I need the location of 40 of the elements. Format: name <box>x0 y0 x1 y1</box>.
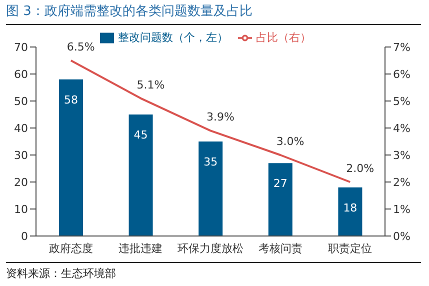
y2-tick-label: 3% <box>393 148 410 162</box>
x-tick-label: 违批违建 <box>118 242 163 255</box>
bar <box>198 142 223 236</box>
y2-tick-label: 7% <box>393 40 410 54</box>
bar <box>338 187 362 236</box>
data-label: 45 <box>134 128 148 142</box>
bar <box>128 114 153 236</box>
text: 资料来源：生态环境部 <box>6 266 116 281</box>
y-tick-label: 70 <box>14 40 28 54</box>
data-label: 27 <box>273 177 288 190</box>
y-tick-label: 40 <box>14 122 28 135</box>
x-tick-label: 环保力度放松 <box>178 242 244 255</box>
y-tick-label: 60 <box>14 68 28 81</box>
data-label: 58 <box>64 93 78 106</box>
data-label: 3.0% <box>276 135 304 148</box>
bar <box>268 163 292 236</box>
y2-tick-label: 6% <box>393 68 410 81</box>
y2-tick-label: 5% <box>393 94 410 108</box>
data-label: 6.5% <box>66 40 95 54</box>
bar <box>59 79 83 236</box>
y2-tick-label: 4% <box>393 122 410 135</box>
legend-label: 整改问题数（个，左） <box>118 31 228 44</box>
data-label: 3.9% <box>206 110 234 124</box>
y-tick-label: 30 <box>14 148 28 162</box>
data-label: 35 <box>204 156 218 168</box>
y-tick-label: 50 <box>14 94 28 108</box>
x-tick-label: 政府态度 <box>48 242 93 255</box>
data-label: 5.1% <box>136 78 165 92</box>
y2-tick-label: 0% <box>393 230 410 243</box>
data-label: 18 <box>343 201 358 214</box>
y2-tick-label: 2% <box>393 176 410 189</box>
y-tick-label: 0 <box>21 230 28 243</box>
chart-title: 图 3：政府端需整改的各类问题数量及占比 <box>6 3 252 20</box>
legend-label: 占比（右） <box>256 31 311 44</box>
y-tick-label: 20 <box>14 176 28 189</box>
x-tick-label: 职责定位 <box>328 242 372 255</box>
y-tick-label: 10 <box>14 202 28 216</box>
data-label: 2.0% <box>346 162 374 175</box>
x-tick-label: 考核问责 <box>258 242 302 255</box>
y2-tick-label: 1% <box>393 202 410 216</box>
